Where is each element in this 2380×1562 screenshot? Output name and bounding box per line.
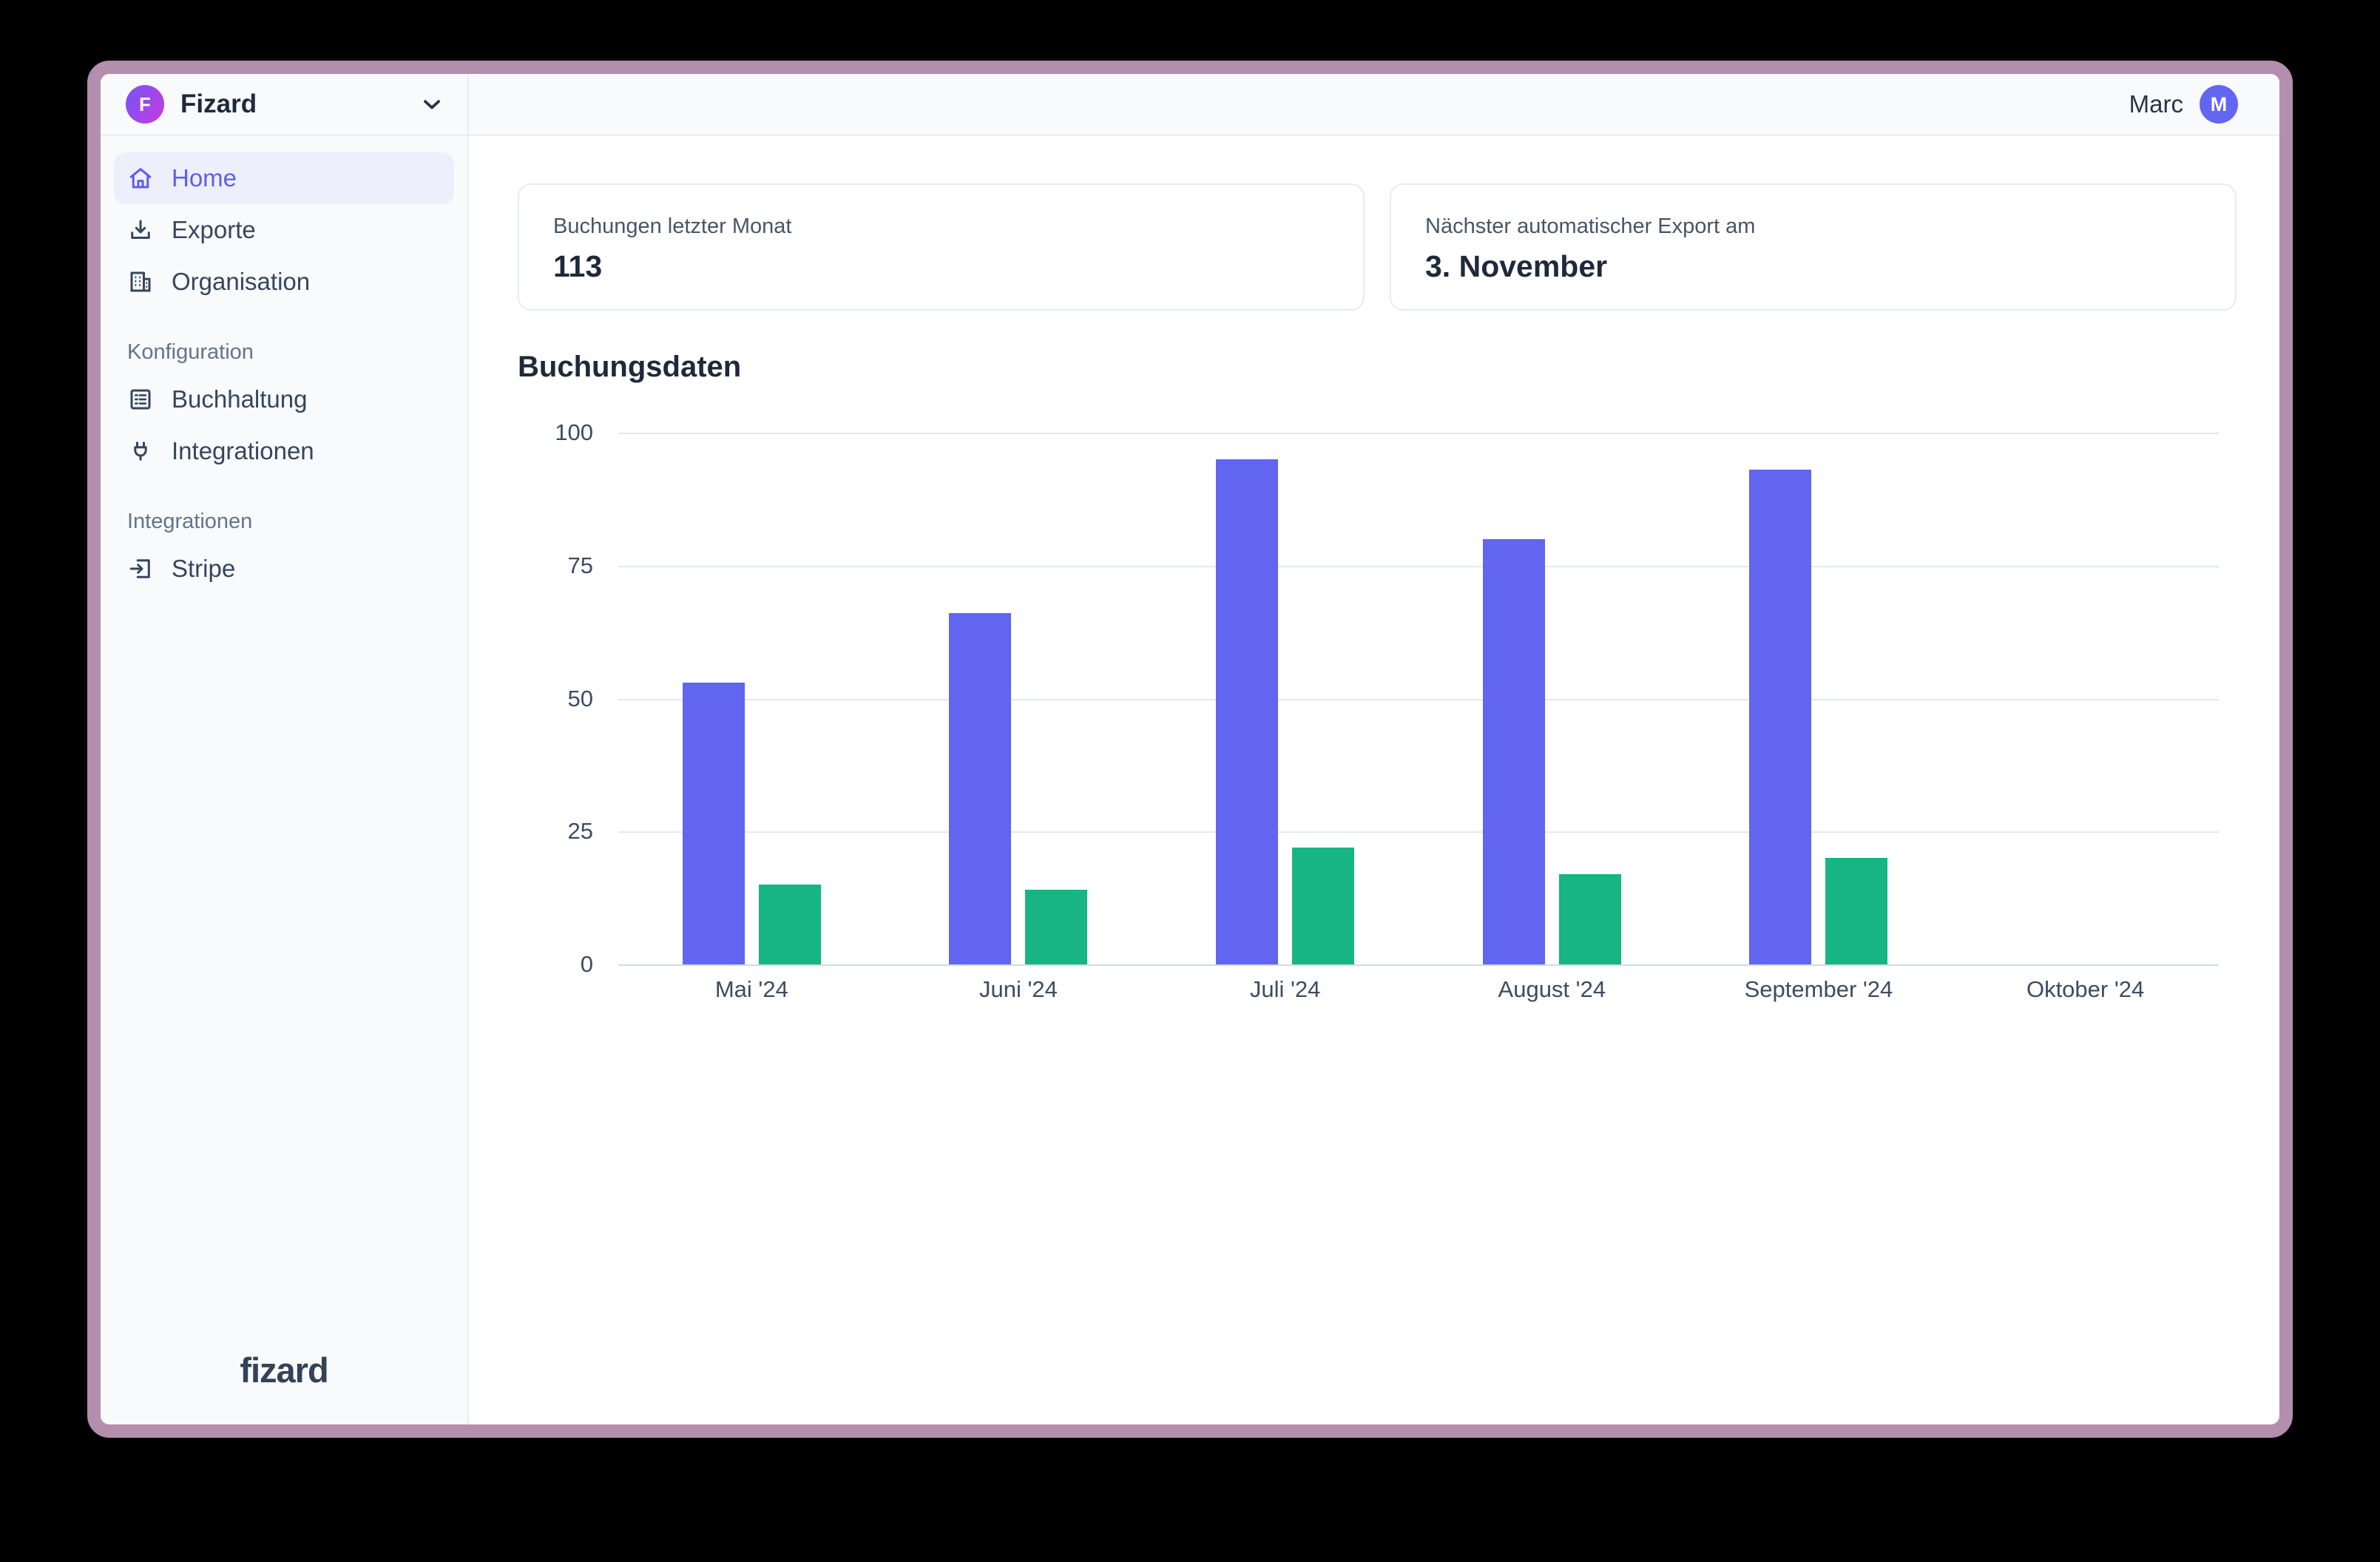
gridline-50 <box>618 698 2219 700</box>
fizard-logo: fizard <box>240 1350 328 1390</box>
user-avatar[interactable]: M <box>2200 85 2238 124</box>
sidebar-item-home[interactable]: Home <box>114 152 454 204</box>
stat-label: Buchungen letzter Monat <box>553 214 792 238</box>
section-title-konfiguration: Konfiguration <box>127 340 254 364</box>
y-tick-label: 0 <box>580 951 593 977</box>
bar-exporte <box>1558 873 1621 964</box>
home-icon <box>129 168 152 189</box>
sidebar-item-buchhaltung[interactable]: Buchhaltung <box>114 373 454 425</box>
bar-exporte <box>758 885 821 964</box>
stat-value: 3. November <box>1425 249 1608 283</box>
x-tick-label: Oktober '24 <box>2026 976 2145 1002</box>
bar-exporte <box>1825 858 1888 964</box>
sidebar-item-label: Stripe <box>172 555 236 582</box>
bar-group <box>1152 433 1419 964</box>
bar-buchungen <box>1749 470 1812 964</box>
sidebar-item-label: Exporte <box>172 216 256 243</box>
x-tick-label: Juni '24 <box>979 976 1058 1002</box>
bar-group <box>1952 433 2219 964</box>
chevron-down-icon[interactable] <box>419 91 445 118</box>
app-window: F Fizard Home Exporte Organisation Konfi… <box>87 61 2293 1438</box>
bar-group <box>1686 433 1953 964</box>
workspace-switcher[interactable]: F Fizard <box>101 74 467 136</box>
topbar: Marc M <box>469 74 2279 136</box>
y-tick-label: 100 <box>555 419 593 445</box>
gridline-75 <box>618 565 2219 567</box>
page-content: Buchungen letzter Monat 113 Nächster aut… <box>469 136 2279 1424</box>
section-title-integrationen: Integrationen <box>127 510 253 533</box>
bar-buchungen <box>949 613 1012 964</box>
bar-exporte <box>1292 847 1355 964</box>
bar-group <box>885 433 1152 964</box>
sidebar-section-konfiguration: Buchhaltung Integrationen <box>101 373 467 477</box>
bar-buchungen <box>682 682 745 964</box>
sidebar-nav: Home Exporte Organisation <box>101 136 467 308</box>
sidebar-item-label: Buchhaltung <box>172 385 308 413</box>
bar-group <box>618 433 885 964</box>
sidebar-item-integrationen[interactable]: Integrationen <box>114 425 454 477</box>
stat-label: Nächster automatischer Export am <box>1425 214 1756 238</box>
stat-value: 113 <box>553 249 603 283</box>
bar-chart: 0 25 50 75 100 <box>518 419 2237 977</box>
gridline-100 <box>618 433 2219 434</box>
bar-buchungen <box>1216 459 1279 964</box>
bar-exporte <box>1025 890 1088 964</box>
sidebar-item-label: Organisation <box>172 268 311 295</box>
sidebar-item-exporte[interactable]: Exporte <box>114 204 454 256</box>
stat-card-next-export: Nächster automatischer Export am 3. Nove… <box>1390 183 2237 311</box>
x-tick-label: September '24 <box>1744 976 1893 1002</box>
list-icon <box>130 389 151 410</box>
x-tick-label: Juli '24 <box>1249 976 1321 1002</box>
y-tick-label: 50 <box>567 685 593 711</box>
enter-icon <box>129 559 150 578</box>
workspace-name: Fizard <box>180 89 257 118</box>
sidebar-item-stripe[interactable]: Stripe <box>114 543 454 595</box>
x-tick-label: Mai '24 <box>714 976 788 1002</box>
bar-group <box>1419 433 1686 964</box>
sidebar-item-label: Integrationen <box>172 437 314 464</box>
chart-y-axis: 0 25 50 75 100 <box>518 419 618 977</box>
sidebar-item-label: Home <box>172 164 237 192</box>
building-icon <box>130 271 151 292</box>
y-tick-label: 75 <box>567 552 593 578</box>
workspace-avatar: F <box>126 85 164 124</box>
chart-plot <box>618 433 2219 966</box>
main-area: Marc M Buchungen letzter Monat 113 Nächs… <box>469 74 2279 1424</box>
sidebar-item-organisation[interactable]: Organisation <box>114 256 454 308</box>
sidebar-section-integrationen: Stripe <box>101 543 467 595</box>
gridline-25 <box>618 831 2219 834</box>
stat-cards: Buchungen letzter Monat 113 Nächster aut… <box>518 183 2237 311</box>
stat-card-bookings: Buchungen letzter Monat 113 <box>518 183 1365 311</box>
download-icon <box>131 220 150 239</box>
sidebar: F Fizard Home Exporte Organisation Konfi… <box>101 74 469 1424</box>
plug-icon <box>134 442 147 461</box>
y-tick-label: 25 <box>567 818 593 845</box>
chart-title: Buchungsdaten <box>518 351 742 383</box>
chart-x-axis: Mai '24 Juni '24 Juli '24 August '24 Septemb… <box>618 976 2237 1003</box>
bar-buchungen <box>1482 538 1545 964</box>
x-tick-label: August '24 <box>1498 976 1606 1002</box>
user-name: Marc <box>2129 90 2183 118</box>
gridline-0 <box>618 964 2219 966</box>
